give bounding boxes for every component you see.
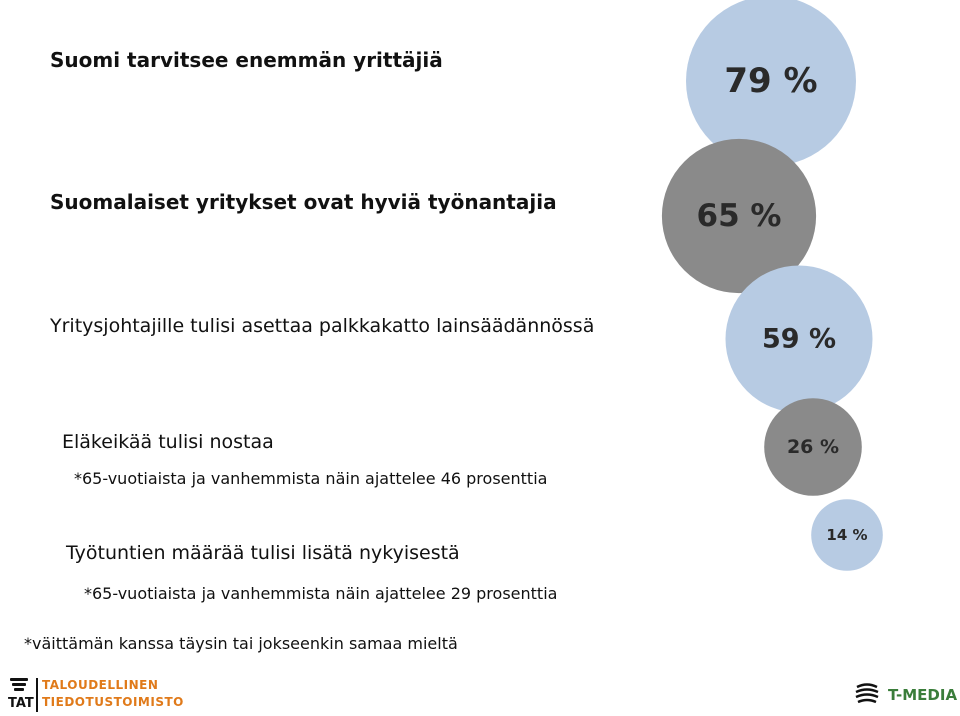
bubble-3 xyxy=(725,265,873,413)
statement-1: Suomi tarvitsee enemmän yrittäjiä xyxy=(50,48,443,72)
bubble-label-2: 65 % xyxy=(697,198,782,234)
statement-5-note: *65-vuotiaista ja vanhemmista näin ajatt… xyxy=(84,584,558,603)
tmedia-logo: T-MEDIA xyxy=(852,678,958,712)
tat-logo: TAT TALOUDELLINEN TIEDOTUSTOIMISTO xyxy=(6,676,206,714)
statement-4-note: *65-vuotiaista ja vanhemmista näin ajatt… xyxy=(74,469,548,488)
tat-name-line2: TIEDOTUSTOIMISTO xyxy=(42,695,184,709)
bubble-1 xyxy=(686,0,856,166)
statement-4: Eläkeikää tulisi nostaa xyxy=(62,431,274,453)
bubble-label-5: 14 % xyxy=(826,526,867,544)
statement-2: Suomalaiset yritykset ovat hyviä työnant… xyxy=(50,190,557,214)
tat-abbr: TAT xyxy=(8,696,34,711)
tat-name-line1: TALOUDELLINEN xyxy=(42,678,159,692)
tmedia-logo-icon xyxy=(855,683,879,704)
statement-5: Työtuntien määrää tulisi lisätä nykyises… xyxy=(66,542,460,564)
footnote: *väittämän kanssa täysin tai jokseenkin … xyxy=(24,634,458,653)
tat-divider xyxy=(36,678,38,712)
tmedia-name: T-MEDIA xyxy=(888,686,958,704)
bubble-4 xyxy=(764,398,862,496)
bubble-label-4: 26 % xyxy=(787,436,839,458)
bubble-5 xyxy=(811,499,883,571)
tat-logo-icon xyxy=(10,678,28,691)
statement-3: Yritysjohtajille tulisi asettaa palkkaka… xyxy=(50,315,595,337)
bubble-label-3: 59 % xyxy=(762,324,836,355)
bubble-label-1: 79 % xyxy=(724,61,817,101)
bubble-2 xyxy=(661,138,817,294)
